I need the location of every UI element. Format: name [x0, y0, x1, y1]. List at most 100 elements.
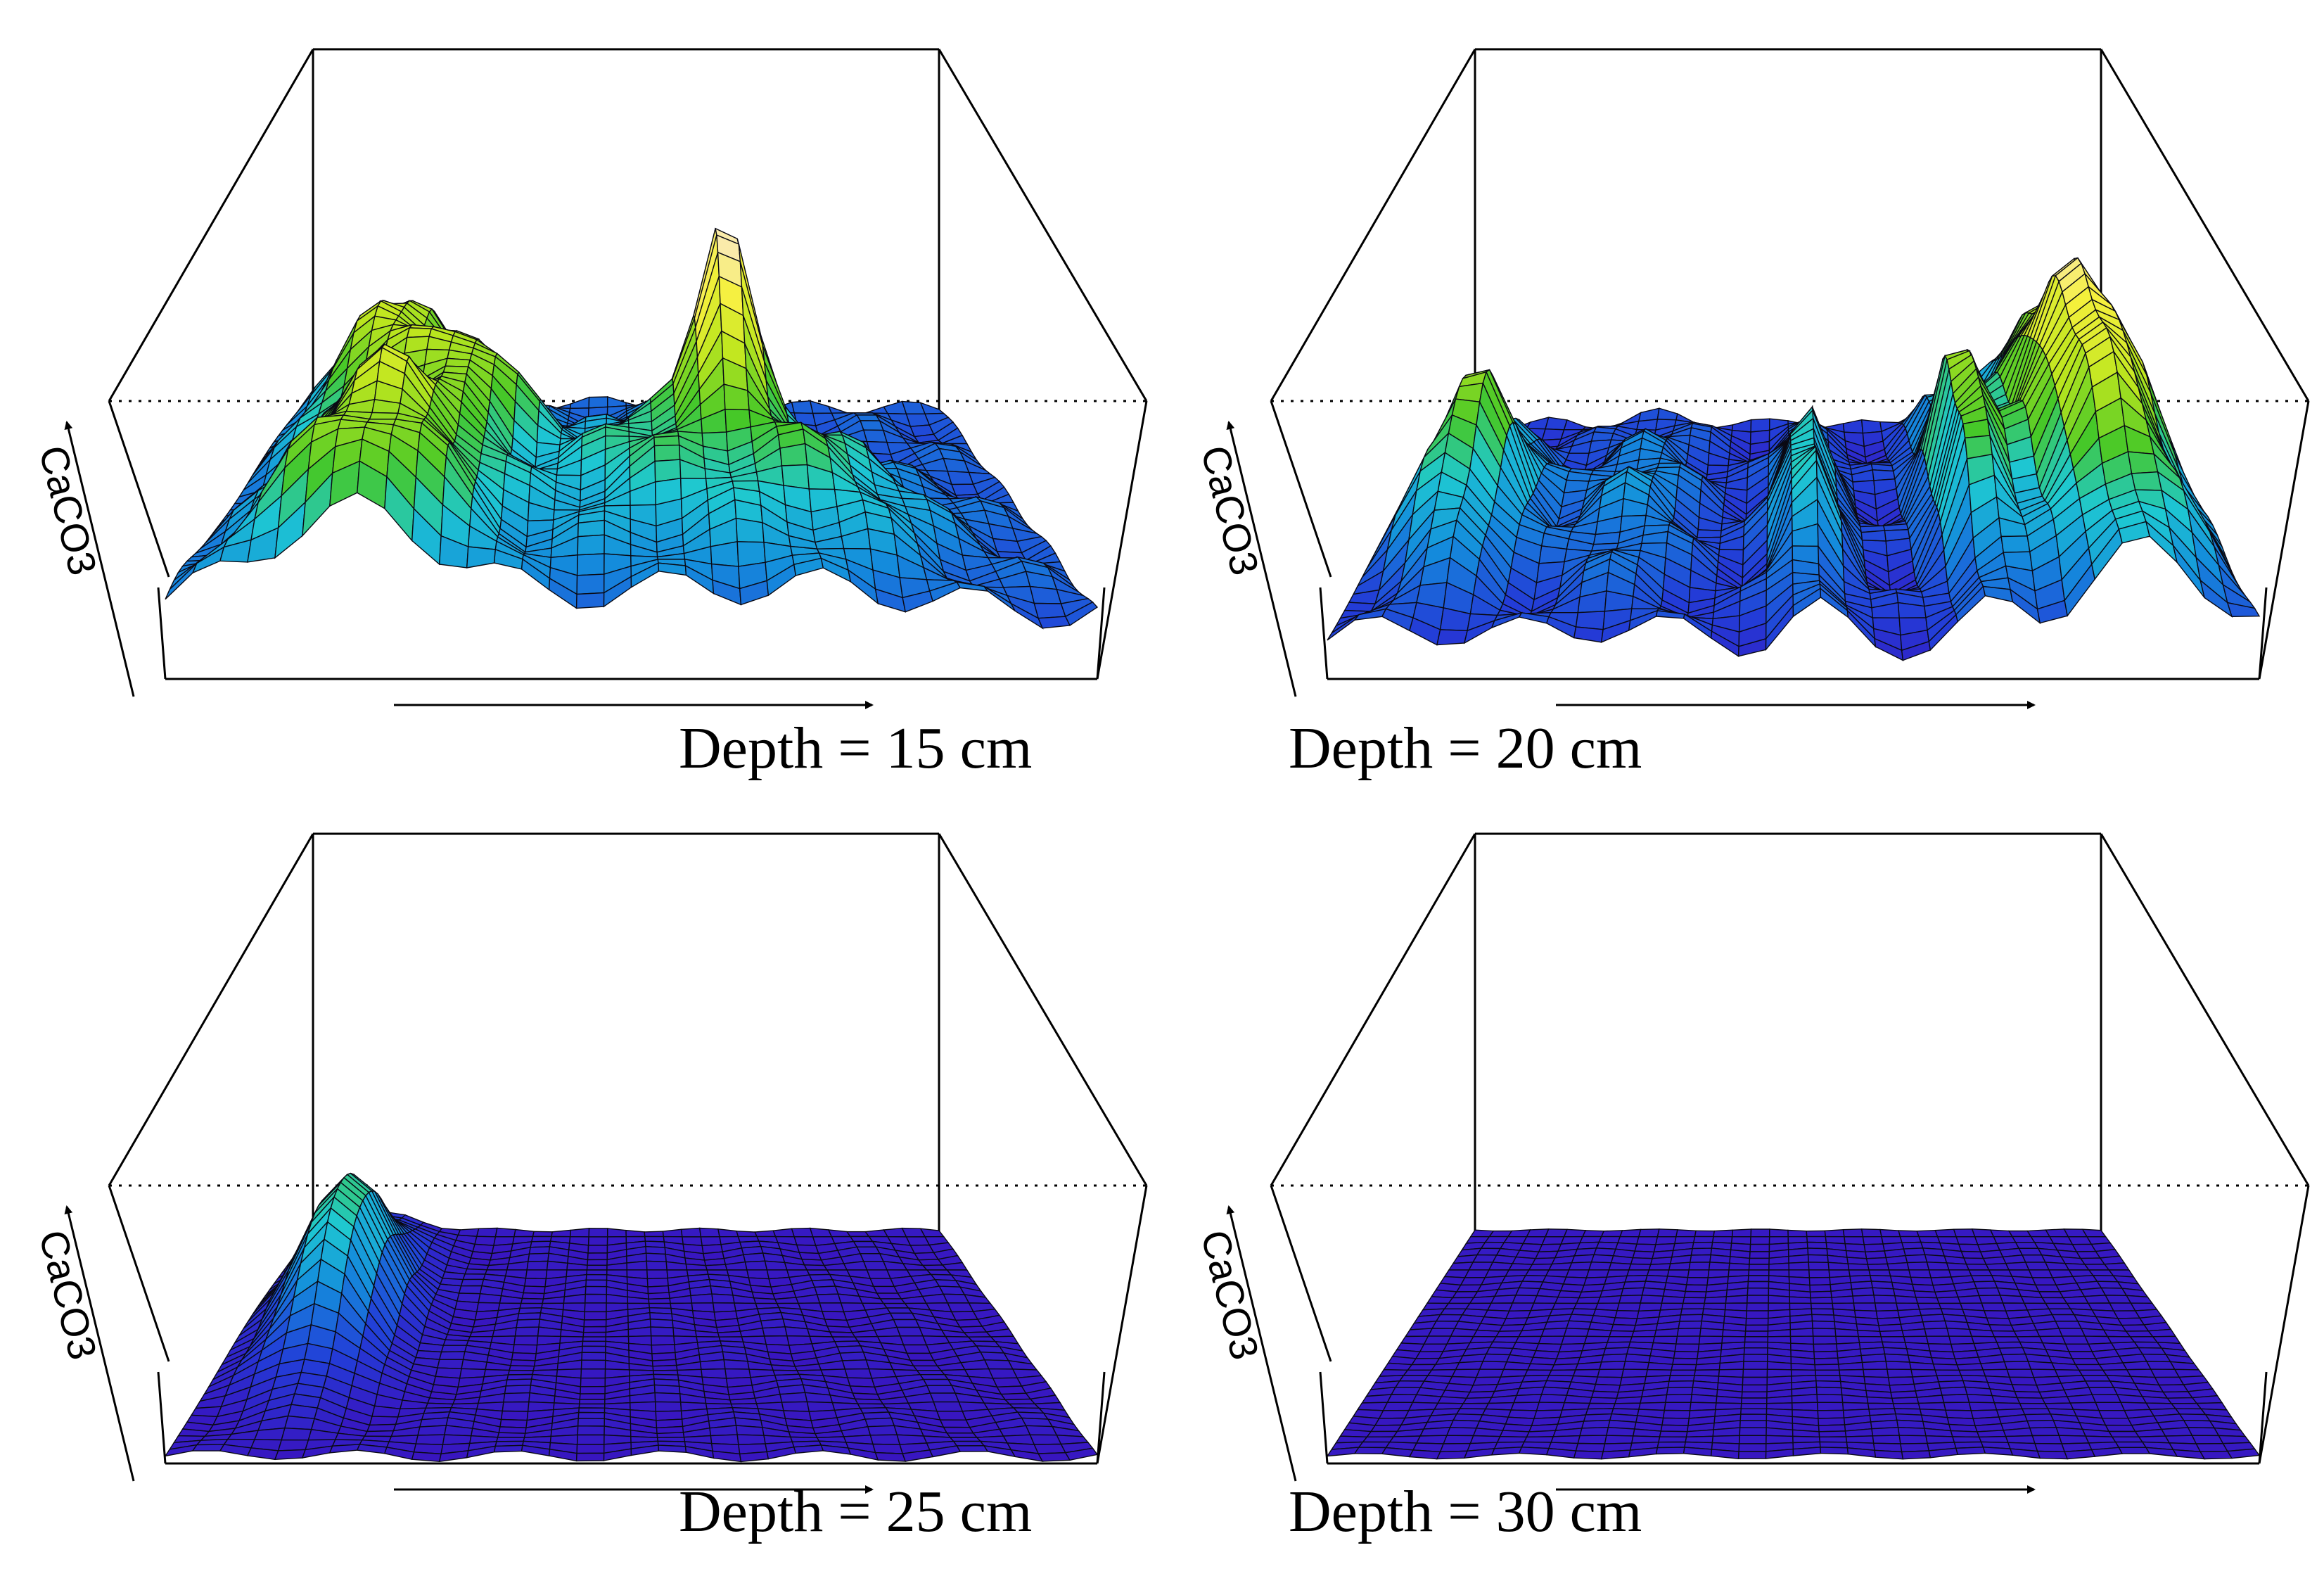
surface-facet	[1901, 1328, 1927, 1338]
surface-facet	[1577, 1435, 1607, 1444]
surface-facet	[460, 1278, 485, 1287]
surface-facet	[889, 1312, 917, 1321]
surface-facet	[963, 1294, 992, 1304]
surface-facet	[1382, 1402, 1414, 1411]
surface-facet	[581, 1352, 606, 1361]
surface-facet	[1922, 1320, 1948, 1330]
surface-facet	[1993, 1336, 2021, 1343]
surface-facet	[1871, 1426, 1901, 1437]
surface-facet	[1749, 1251, 1770, 1259]
surface-facet	[945, 1432, 978, 1438]
surface-facet	[1962, 1257, 1987, 1265]
surface-facet	[580, 1385, 606, 1395]
surface-facet	[1672, 1357, 1698, 1366]
box-edge	[108, 1185, 170, 1362]
surface-facet	[1656, 407, 1678, 421]
surface-facet	[1842, 1228, 1864, 1238]
surface-facet	[1865, 1257, 1889, 1265]
surface-facet	[1886, 1262, 1910, 1271]
surface-facet	[644, 1231, 665, 1238]
surface-facet	[1398, 1375, 1429, 1382]
surface-facet	[1443, 1435, 1474, 1444]
surface-facet	[504, 1384, 532, 1395]
surface-facet	[2166, 1397, 2198, 1404]
surface-facet	[1834, 1328, 1859, 1338]
surface-facet	[1378, 1409, 1410, 1419]
box-edge	[1096, 400, 1148, 680]
surface-facet	[579, 1393, 606, 1400]
surface-facet	[1538, 1335, 1565, 1345]
surface-facet	[1950, 1430, 1980, 1438]
surface-facet	[1838, 1361, 1864, 1371]
surface-mesh	[1326, 1228, 2261, 1460]
surface-facet	[1820, 1447, 1849, 1455]
surface-facet	[1973, 1281, 1998, 1289]
surface-facet	[2160, 1427, 2193, 1437]
surface-facet	[458, 1285, 483, 1295]
surface-facet	[1647, 1361, 1673, 1371]
surface-facet	[2058, 1328, 2086, 1337]
surface-facet	[516, 1319, 541, 1328]
z-axis-arrow	[64, 1205, 135, 1482]
surface-facet	[1661, 1417, 1690, 1426]
surface-facet	[1699, 1328, 1724, 1338]
surface-facet	[1749, 1243, 1770, 1252]
surface-facet	[1915, 1297, 1940, 1304]
surface-facet	[1956, 1363, 1984, 1371]
surface-facet	[1742, 1361, 1768, 1370]
surface-facet	[1370, 1424, 1403, 1433]
surface-facet	[1482, 1353, 1511, 1363]
surface-facet	[1353, 1447, 1387, 1455]
surface-facet	[1498, 1323, 1526, 1332]
surface-facet	[626, 1260, 648, 1271]
surface-facet	[1540, 1328, 1568, 1338]
surface-facet	[1685, 1284, 1708, 1292]
surface-facet	[1809, 1290, 1832, 1299]
surface-facet	[577, 1411, 606, 1420]
surface-facet	[582, 1340, 606, 1347]
surface-facet	[1879, 1330, 1905, 1338]
surface-facet	[1618, 1295, 1643, 1304]
surface-facet	[1749, 1257, 1770, 1265]
surface-facet	[653, 435, 680, 447]
surface-facet	[1744, 1324, 1769, 1332]
box-edge	[938, 833, 1148, 1186]
surface-facet	[1750, 1228, 1770, 1238]
surface-facet	[328, 1444, 361, 1454]
surface-facet	[1563, 419, 1587, 431]
surface-facet	[1475, 1368, 1505, 1378]
surface-facet	[2191, 1435, 2224, 1444]
surface-facet	[1492, 1335, 1520, 1343]
surface-facet	[1620, 1287, 1645, 1297]
surface-facet	[1948, 1335, 1975, 1345]
z-axis-label: CaCO3	[31, 1226, 106, 1364]
surface-facet	[1358, 1441, 1391, 1449]
surface-facet	[1450, 1328, 1478, 1338]
surface-facet	[685, 1263, 708, 1271]
surface-facet	[494, 1227, 516, 1238]
box-edge	[1319, 587, 1329, 680]
surface-facet	[646, 1260, 668, 1271]
surface-facet	[1634, 1243, 1656, 1253]
z-axis-label: CaCO3	[1193, 1226, 1268, 1364]
surface-facet	[1847, 1263, 1870, 1271]
surface-facet	[2058, 1435, 2090, 1444]
surface-facet	[2064, 1343, 2093, 1352]
surface-facet	[2029, 1427, 2060, 1437]
surface-facet	[1899, 1235, 1922, 1243]
surface-facet	[711, 1293, 735, 1304]
surface-facet	[698, 1227, 720, 1238]
surface-facet	[2226, 602, 2261, 618]
surface-facet	[1679, 1314, 1704, 1322]
surface-facet	[1573, 626, 1604, 643]
surface-facet	[511, 1352, 537, 1361]
surface-facet	[2001, 1353, 2029, 1363]
panel-caption: Depth = 30 cm	[1289, 1479, 1642, 1544]
surface-facet	[1033, 1443, 1066, 1454]
surface-facet	[1739, 1427, 1767, 1436]
surface-facet	[1808, 1276, 1831, 1286]
surface-facet	[514, 1326, 540, 1337]
surface-facet	[1742, 1384, 1768, 1393]
surface-facet	[1568, 1262, 1592, 1271]
surface-facet	[1744, 1330, 1769, 1338]
